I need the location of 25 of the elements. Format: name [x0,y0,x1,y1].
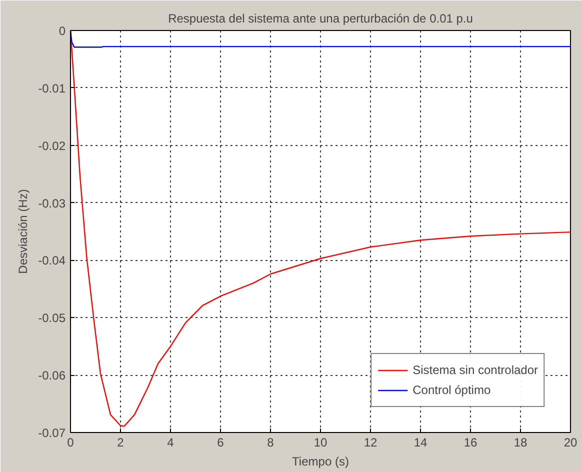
chart-title: Respuesta del sistema ante una perturbación de 0.01 p.u [168,12,473,26]
y-tick-label: -0.04 [38,254,66,268]
x-tick-label: 14 [414,436,428,450]
legend-label: Sistema sin controlador [412,363,538,377]
y-tick-label: -0.01 [38,81,66,96]
line-series [70,30,570,48]
y-tick-label: -0.07 [38,426,66,440]
x-tick-label: 8 [267,436,274,450]
x-tick-label: 2 [117,436,124,450]
y-tick-label: -0.03 [38,196,66,210]
y-tick-label: -0.02 [38,138,66,153]
x-tick-label: 16 [464,436,478,450]
y-tick-label: -0.05 [38,311,66,326]
y-tick-label: -0.06 [38,368,66,383]
x-tick-label: 12 [364,436,378,450]
y-axis-title: Desviación (Hz) [16,189,30,274]
y-tick-label: 0 [58,24,66,38]
x-tick-label: 0 [67,436,74,450]
x-tick-label: 4 [167,436,174,450]
x-tick-label: 10 [314,436,328,450]
legend-label: Control óptimo [412,383,491,397]
x-tick-label: 18 [514,436,528,450]
x-tick-label: 20 [564,436,578,450]
x-tick-label: 6 [217,436,224,450]
x-axis-title: Tiempo (s) [292,454,349,468]
